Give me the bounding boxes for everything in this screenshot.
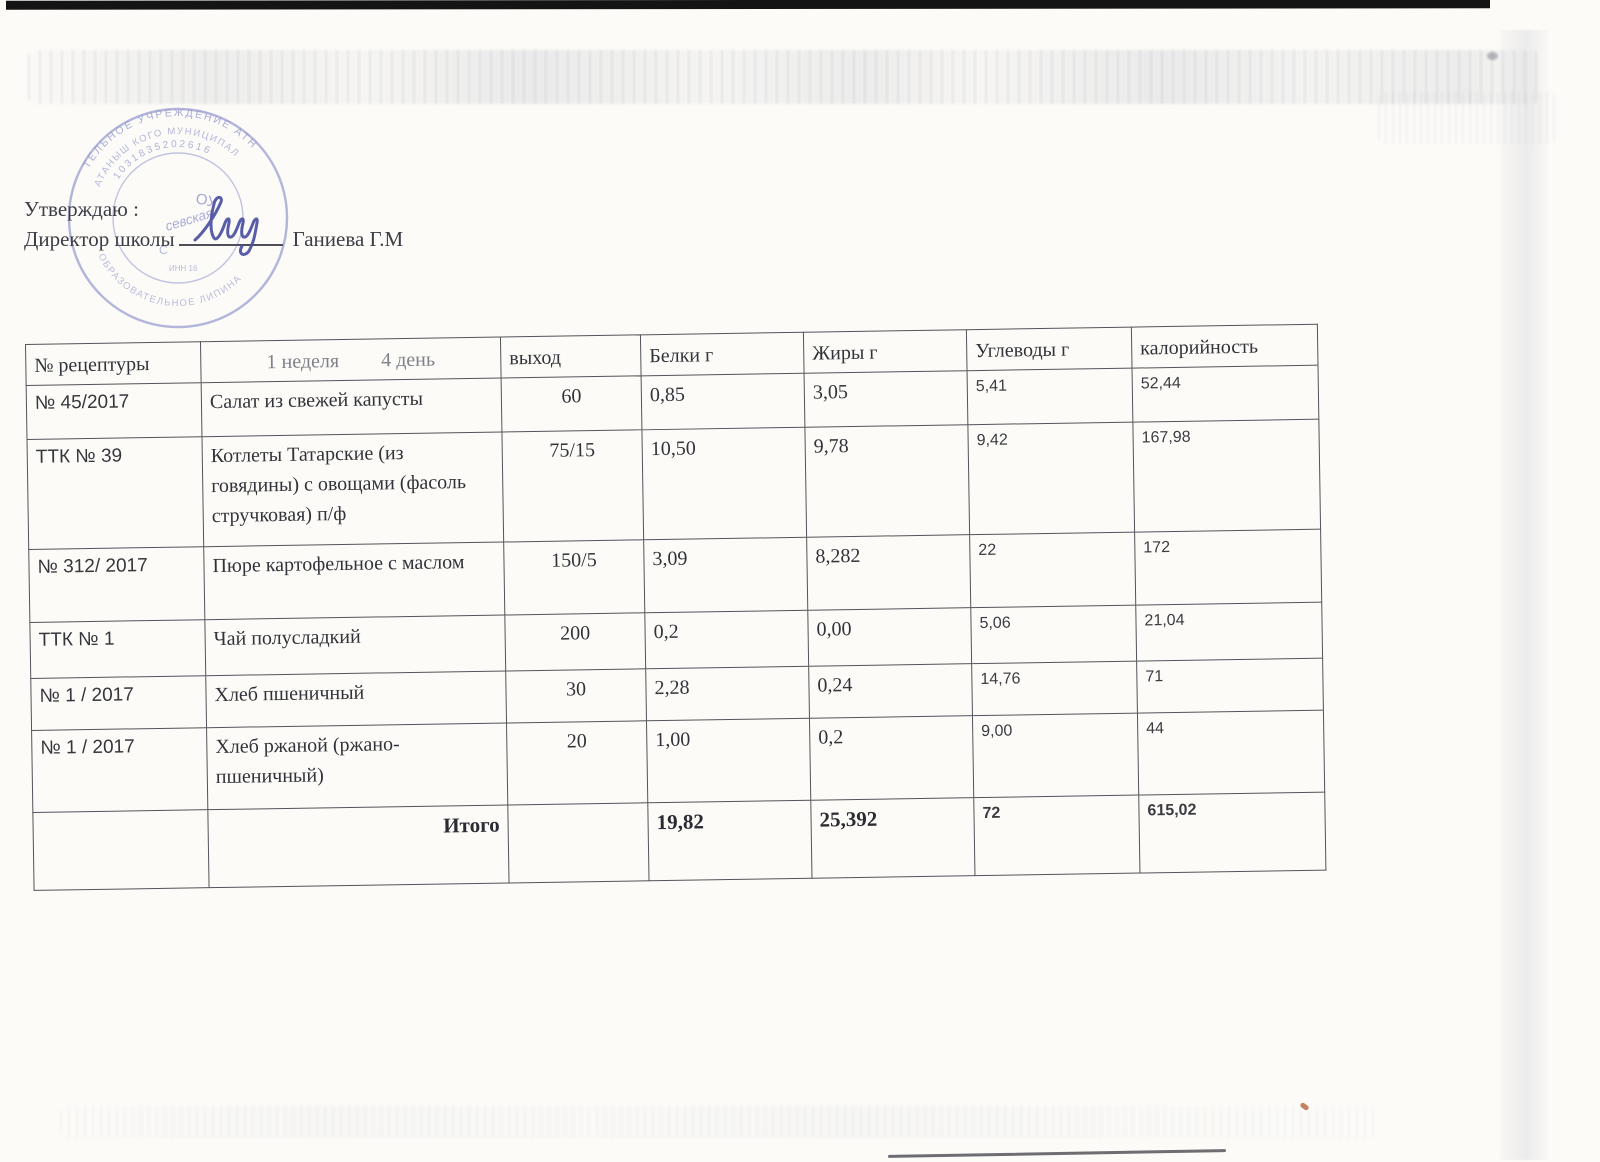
protein-cell: 3,09 — [643, 537, 808, 613]
carbs-cell: 9,42 — [967, 422, 1135, 535]
recipe-number-cell: ТТК № 39 — [26, 436, 204, 550]
dish-cell: Котлеты Татарские (из говядины) с овощам… — [201, 432, 504, 547]
stamp-center-text-4: ИНН 16 — [169, 264, 198, 273]
dish-cell: Хлеб пшеничный — [205, 670, 507, 728]
calories-cell: 172 — [1134, 529, 1322, 606]
calories-cell: 44 — [1137, 710, 1325, 796]
recipe-number-cell: № 1 / 2017 — [30, 675, 207, 731]
menu-nutrition-table: № рецептуры 1 неделя 4 день выход Белки г… — [25, 324, 1326, 891]
signature-icon — [193, 195, 259, 256]
stamp-outer-ring — [67, 107, 289, 329]
ghost-text-artifact-top-right — [1378, 92, 1556, 144]
fat-cell: 0,00 — [807, 607, 972, 667]
total-fat-cell: 25,392 — [810, 797, 975, 879]
output-cell: 150/5 — [503, 539, 645, 615]
output-cell: 30 — [505, 668, 647, 723]
header-output: выход — [500, 334, 642, 379]
output-cell: 20 — [506, 720, 648, 805]
header-day: 4 день — [380, 348, 436, 372]
fat-cell: 3,05 — [804, 370, 968, 428]
fat-cell: 0,24 — [808, 663, 973, 719]
protein-cell: 2,28 — [645, 666, 810, 721]
carbs-cell: 9,00 — [972, 713, 1139, 798]
director-name: Ганиева Г.М — [292, 227, 404, 251]
school-stamp-icon: ТЕЛЬНОЕ УЧРЕЖДЕНИЕ АТН АТАНЫШ КОГО МУНИЦ… — [67, 107, 289, 329]
total-empty-cell — [507, 802, 650, 883]
approval-block: Утверждаю : Директор школы Ганиева Г.М — [24, 196, 403, 253]
ghost-text-artifact-bottom — [60, 1106, 1380, 1138]
calories-cell: 71 — [1136, 658, 1324, 714]
total-protein-cell: 19,82 — [647, 800, 812, 881]
stamp-center-text-3: С — [159, 243, 168, 257]
carbs-cell: 22 — [969, 532, 1136, 608]
header-recipe-number: № рецептуры — [25, 341, 202, 386]
scanner-edge-artifact-top — [5, 0, 1491, 10]
protein-cell: 1,00 — [646, 718, 811, 803]
dish-cell: Салат из свежей капусты — [201, 378, 502, 437]
approval-line-2: Директор школы Ганиева Г.М — [24, 226, 403, 253]
output-cell: 200 — [504, 612, 646, 671]
director-label: Директор школы — [24, 227, 175, 251]
dish-cell: Чай полусладкий — [204, 614, 506, 676]
recipe-number-cell: № 312/ 2017 — [28, 546, 205, 623]
fat-cell: 8,282 — [806, 534, 971, 611]
header-week: 1 неделя — [266, 350, 340, 374]
recipe-number-cell: ТТК № 1 — [29, 619, 206, 679]
header-calories: калорийность — [1131, 324, 1318, 369]
total-calories-cell: 615,02 — [1138, 792, 1326, 874]
header-protein: Белки г — [640, 332, 805, 376]
approval-line-1: Утверждаю : — [24, 197, 139, 221]
output-cell: 60 — [501, 375, 642, 433]
protein-cell: 10,50 — [641, 427, 807, 540]
calories-cell: 167,98 — [1132, 419, 1321, 533]
carbs-cell: 5,41 — [967, 368, 1133, 425]
protein-cell: 0,2 — [644, 610, 809, 669]
scan-streak-artifact-right — [1500, 30, 1548, 1160]
fat-cell: 9,78 — [804, 424, 970, 538]
dish-cell: Пюре картофельное с маслом — [203, 542, 505, 620]
scanner-line-artifact-bottom — [887, 1149, 1227, 1158]
total-empty-cell — [32, 809, 210, 891]
calories-cell: 21,04 — [1135, 602, 1323, 662]
recipe-number-cell: № 1 / 2017 — [31, 727, 208, 813]
dish-cell: Хлеб ржаной (ржано-пшеничный) — [206, 722, 508, 810]
output-cell: 75/15 — [501, 429, 644, 543]
ghost-text-artifact-top — [28, 50, 1540, 104]
recipe-number-cell: № 45/2017 — [26, 382, 202, 440]
total-label-cell: Итого — [207, 804, 510, 888]
header-week-day: 1 неделя 4 день — [200, 337, 502, 383]
carbs-cell: 5,06 — [970, 605, 1137, 664]
calories-cell: 52,44 — [1132, 365, 1319, 423]
total-carbs-cell: 72 — [973, 795, 1140, 876]
carbs-cell: 14,76 — [971, 661, 1138, 716]
header-carbs: Углеводы г — [966, 327, 1133, 371]
header-fat: Жиры г — [803, 329, 968, 374]
table-row: ТТК № 39 Котлеты Татарские (из говядины)… — [26, 419, 1321, 550]
fat-cell: 0,2 — [809, 715, 974, 801]
scan-speck — [1487, 52, 1498, 60]
signature-line — [178, 229, 283, 246]
protein-cell: 0,85 — [641, 373, 805, 430]
